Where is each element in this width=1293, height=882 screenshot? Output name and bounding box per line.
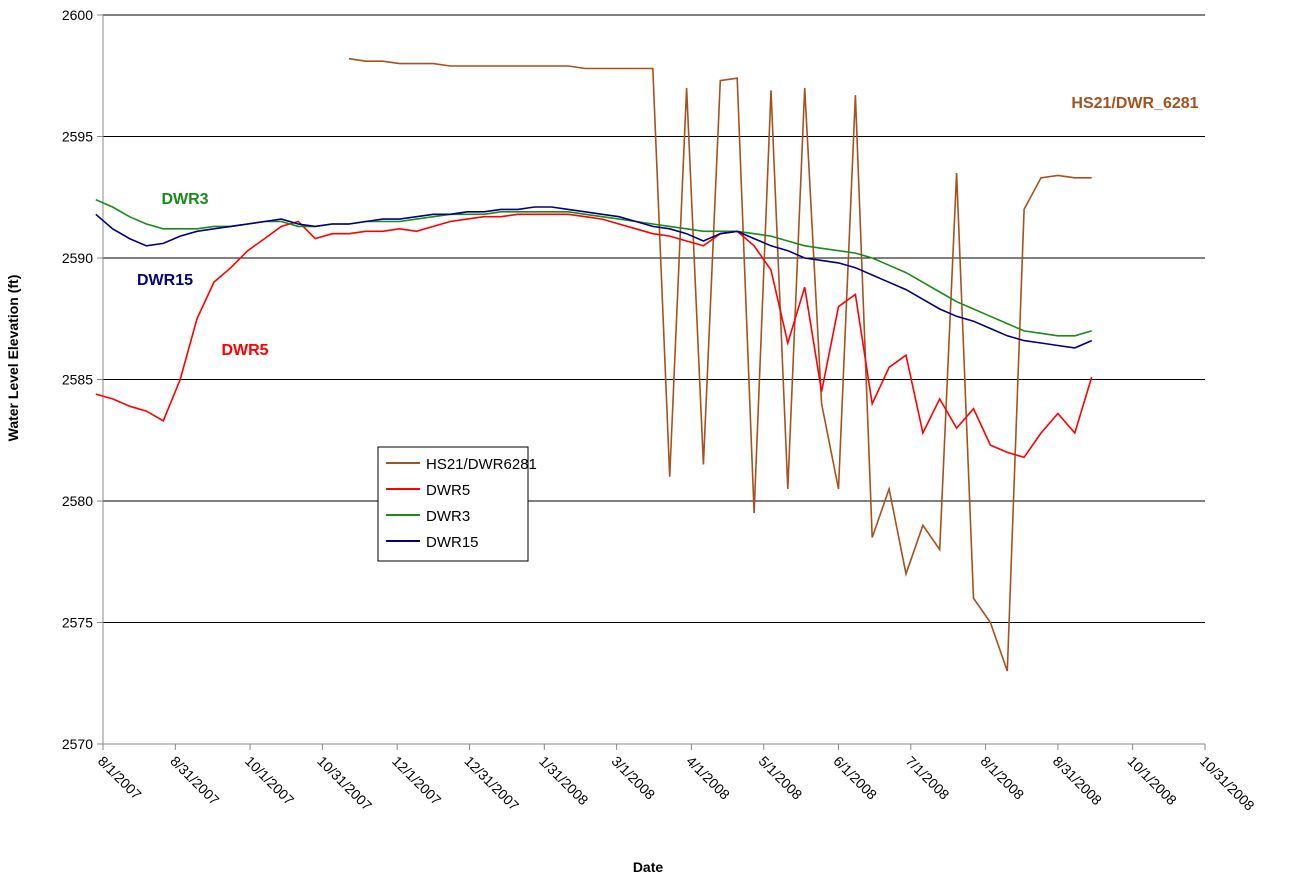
x-tick-label: 10/31/2008 xyxy=(1197,753,1258,814)
x-tick-label: 7/1/2008 xyxy=(903,753,953,803)
legend-label: DWR3 xyxy=(426,508,470,525)
x-tick-label: 10/1/2007 xyxy=(242,753,298,809)
x-tick-label: 8/31/2007 xyxy=(167,753,223,809)
x-axis-label: Date xyxy=(633,859,664,875)
y-tick-label: 2590 xyxy=(62,250,93,266)
y-tick-label: 2580 xyxy=(62,493,93,509)
y-tick-label: 2585 xyxy=(62,372,93,388)
series-line xyxy=(95,206,1093,349)
x-tick-label: 5/1/2008 xyxy=(756,753,806,803)
x-tick-label: 10/31/2007 xyxy=(314,753,375,814)
series-line xyxy=(95,213,1093,459)
y-tick-label: 2570 xyxy=(62,736,93,752)
y-axis-label: Water Level Elevation (ft) xyxy=(5,275,21,442)
x-tick-label: 8/31/2008 xyxy=(1050,753,1106,809)
x-tick-label: 8/1/2007 xyxy=(95,753,145,803)
series-line xyxy=(95,198,1092,337)
x-tick-label: 12/1/2007 xyxy=(389,753,445,809)
annotation: DWR3 xyxy=(161,191,208,208)
x-tick-label: 3/1/2008 xyxy=(609,753,659,803)
y-tick-label: 2575 xyxy=(62,615,93,631)
x-tick-label: 1/31/2008 xyxy=(536,753,592,809)
annotation: DWR5 xyxy=(221,342,268,359)
legend-label: HS21/DWR6281 xyxy=(426,456,537,473)
x-tick-label: 12/31/2007 xyxy=(461,753,522,814)
legend-label: DWR5 xyxy=(426,482,470,499)
y-tick-label: 2600 xyxy=(62,7,93,23)
annotation: DWR15 xyxy=(137,272,193,289)
x-tick-label: 8/1/2008 xyxy=(977,753,1027,803)
annotation: HS21/DWR_6281 xyxy=(1071,95,1198,112)
x-tick-label: 10/1/2008 xyxy=(1125,753,1181,809)
x-tick-label: 4/1/2008 xyxy=(683,753,733,803)
legend: HS21/DWR6281 DWR5 DWR3 DWR15 xyxy=(377,446,537,562)
series-line xyxy=(348,57,1092,672)
legend-label: DWR15 xyxy=(426,534,479,551)
y-tick-label: 2595 xyxy=(62,129,93,145)
x-tick-label: 6/1/2008 xyxy=(830,753,880,803)
